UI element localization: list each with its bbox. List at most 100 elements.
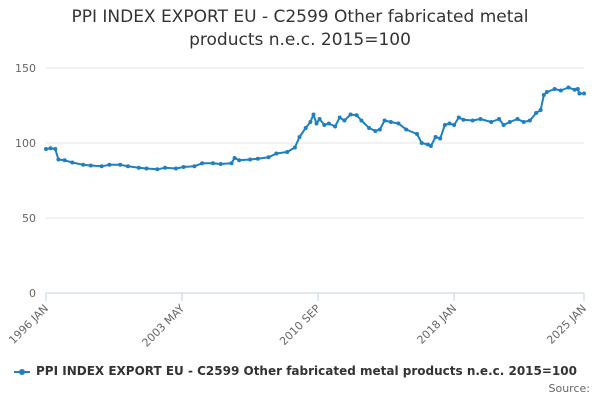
- data-point[interactable]: [577, 91, 582, 96]
- data-point[interactable]: [322, 123, 327, 127]
- data-point[interactable]: [433, 135, 438, 139]
- y-axis-ticks: 0 50 100 150: [15, 62, 36, 300]
- data-point[interactable]: [447, 121, 452, 126]
- data-point[interactable]: [317, 117, 322, 121]
- data-point[interactable]: [70, 160, 75, 165]
- data-point[interactable]: [470, 118, 475, 123]
- data-point[interactable]: [527, 118, 532, 123]
- data-point[interactable]: [348, 112, 353, 117]
- data-point[interactable]: [558, 88, 563, 93]
- data-point[interactable]: [326, 121, 331, 126]
- data-point[interactable]: [377, 127, 382, 132]
- data-point[interactable]: [173, 166, 178, 171]
- data-point[interactable]: [292, 145, 297, 150]
- data-point[interactable]: [572, 87, 577, 92]
- chart-title: PPI INDEX EXPORT EU - C2599 Other fabric…: [0, 6, 600, 52]
- data-point[interactable]: [44, 147, 48, 151]
- data-point[interactable]: [211, 161, 215, 166]
- data-point[interactable]: [461, 117, 466, 122]
- data-point[interactable]: [501, 123, 506, 127]
- data-point[interactable]: [62, 158, 67, 163]
- data-point[interactable]: [354, 113, 359, 118]
- data-point[interactable]: [337, 115, 342, 120]
- data-point[interactable]: [582, 91, 586, 96]
- y-tick-label: 50: [22, 212, 36, 225]
- data-point[interactable]: [232, 156, 237, 160]
- data-point[interactable]: [538, 108, 543, 112]
- data-point[interactable]: [303, 126, 308, 130]
- data-point[interactable]: [478, 117, 483, 121]
- data-point[interactable]: [181, 165, 186, 169]
- data-point[interactable]: [452, 123, 457, 127]
- data-point[interactable]: [136, 165, 141, 170]
- data-point[interactable]: [342, 118, 347, 123]
- series-group: [44, 85, 586, 172]
- chart-legend[interactable]: PPI INDEX EXPORT EU - C2599 Other fabric…: [14, 364, 577, 378]
- data-point[interactable]: [99, 164, 104, 169]
- data-point[interactable]: [53, 147, 58, 151]
- data-point[interactable]: [515, 117, 520, 121]
- data-point[interactable]: [541, 93, 546, 97]
- data-point[interactable]: [367, 126, 372, 130]
- data-point[interactable]: [311, 112, 316, 117]
- data-point[interactable]: [425, 142, 430, 147]
- data-point[interactable]: [248, 157, 253, 162]
- data-point[interactable]: [229, 161, 234, 166]
- data-point[interactable]: [552, 87, 557, 91]
- data-point[interactable]: [382, 118, 387, 123]
- x-tick-label: 2025 JAN: [544, 302, 589, 347]
- data-point[interactable]: [81, 162, 86, 167]
- data-point[interactable]: [125, 164, 130, 169]
- x-tick-label: 2018 JAN: [415, 302, 460, 347]
- data-point[interactable]: [255, 156, 260, 161]
- data-point[interactable]: [107, 162, 112, 167]
- data-point[interactable]: [266, 155, 271, 160]
- data-point[interactable]: [507, 120, 512, 124]
- data-point[interactable]: [456, 115, 461, 120]
- data-point[interactable]: [308, 120, 313, 124]
- data-point[interactable]: [118, 162, 123, 167]
- legend-series-swatch: [14, 368, 30, 375]
- data-point[interactable]: [163, 165, 167, 170]
- data-point[interactable]: [396, 121, 401, 126]
- data-point[interactable]: [218, 162, 223, 166]
- data-point[interactable]: [497, 117, 501, 121]
- data-point[interactable]: [415, 132, 419, 136]
- data-point[interactable]: [285, 150, 290, 154]
- data-point[interactable]: [534, 111, 539, 115]
- data-point[interactable]: [442, 123, 447, 127]
- series-line[interactable]: [45, 86, 584, 171]
- data-point[interactable]: [566, 85, 571, 90]
- data-point[interactable]: [428, 144, 433, 148]
- data-point[interactable]: [438, 136, 443, 141]
- data-point[interactable]: [237, 158, 242, 163]
- data-point[interactable]: [544, 90, 549, 94]
- x-tick-label: 1996 JAN: [6, 302, 51, 347]
- data-point[interactable]: [314, 121, 319, 126]
- x-tick-label: 2003 MAY: [140, 302, 188, 350]
- data-point[interactable]: [404, 127, 409, 132]
- data-point[interactable]: [575, 87, 580, 91]
- data-point[interactable]: [274, 151, 279, 156]
- x-tick-label: 2010 SEP: [277, 302, 323, 348]
- data-point[interactable]: [155, 167, 160, 172]
- data-point[interactable]: [388, 120, 393, 124]
- data-point[interactable]: [521, 120, 526, 124]
- gridlines: [46, 67, 584, 294]
- data-point[interactable]: [419, 141, 424, 145]
- data-point[interactable]: [144, 166, 149, 171]
- data-point[interactable]: [200, 161, 205, 166]
- data-point[interactable]: [359, 118, 364, 123]
- data-point[interactable]: [192, 164, 197, 169]
- data-point[interactable]: [297, 135, 302, 139]
- data-point[interactable]: [48, 146, 53, 151]
- data-point[interactable]: [88, 163, 93, 168]
- data-point[interactable]: [333, 124, 338, 129]
- y-tick-label: 0: [29, 287, 36, 300]
- y-tick-label: 150: [15, 62, 36, 75]
- data-point[interactable]: [373, 129, 378, 133]
- data-point[interactable]: [56, 157, 61, 162]
- data-point[interactable]: [489, 120, 494, 124]
- source-credit[interactable]: Source:: [548, 382, 591, 395]
